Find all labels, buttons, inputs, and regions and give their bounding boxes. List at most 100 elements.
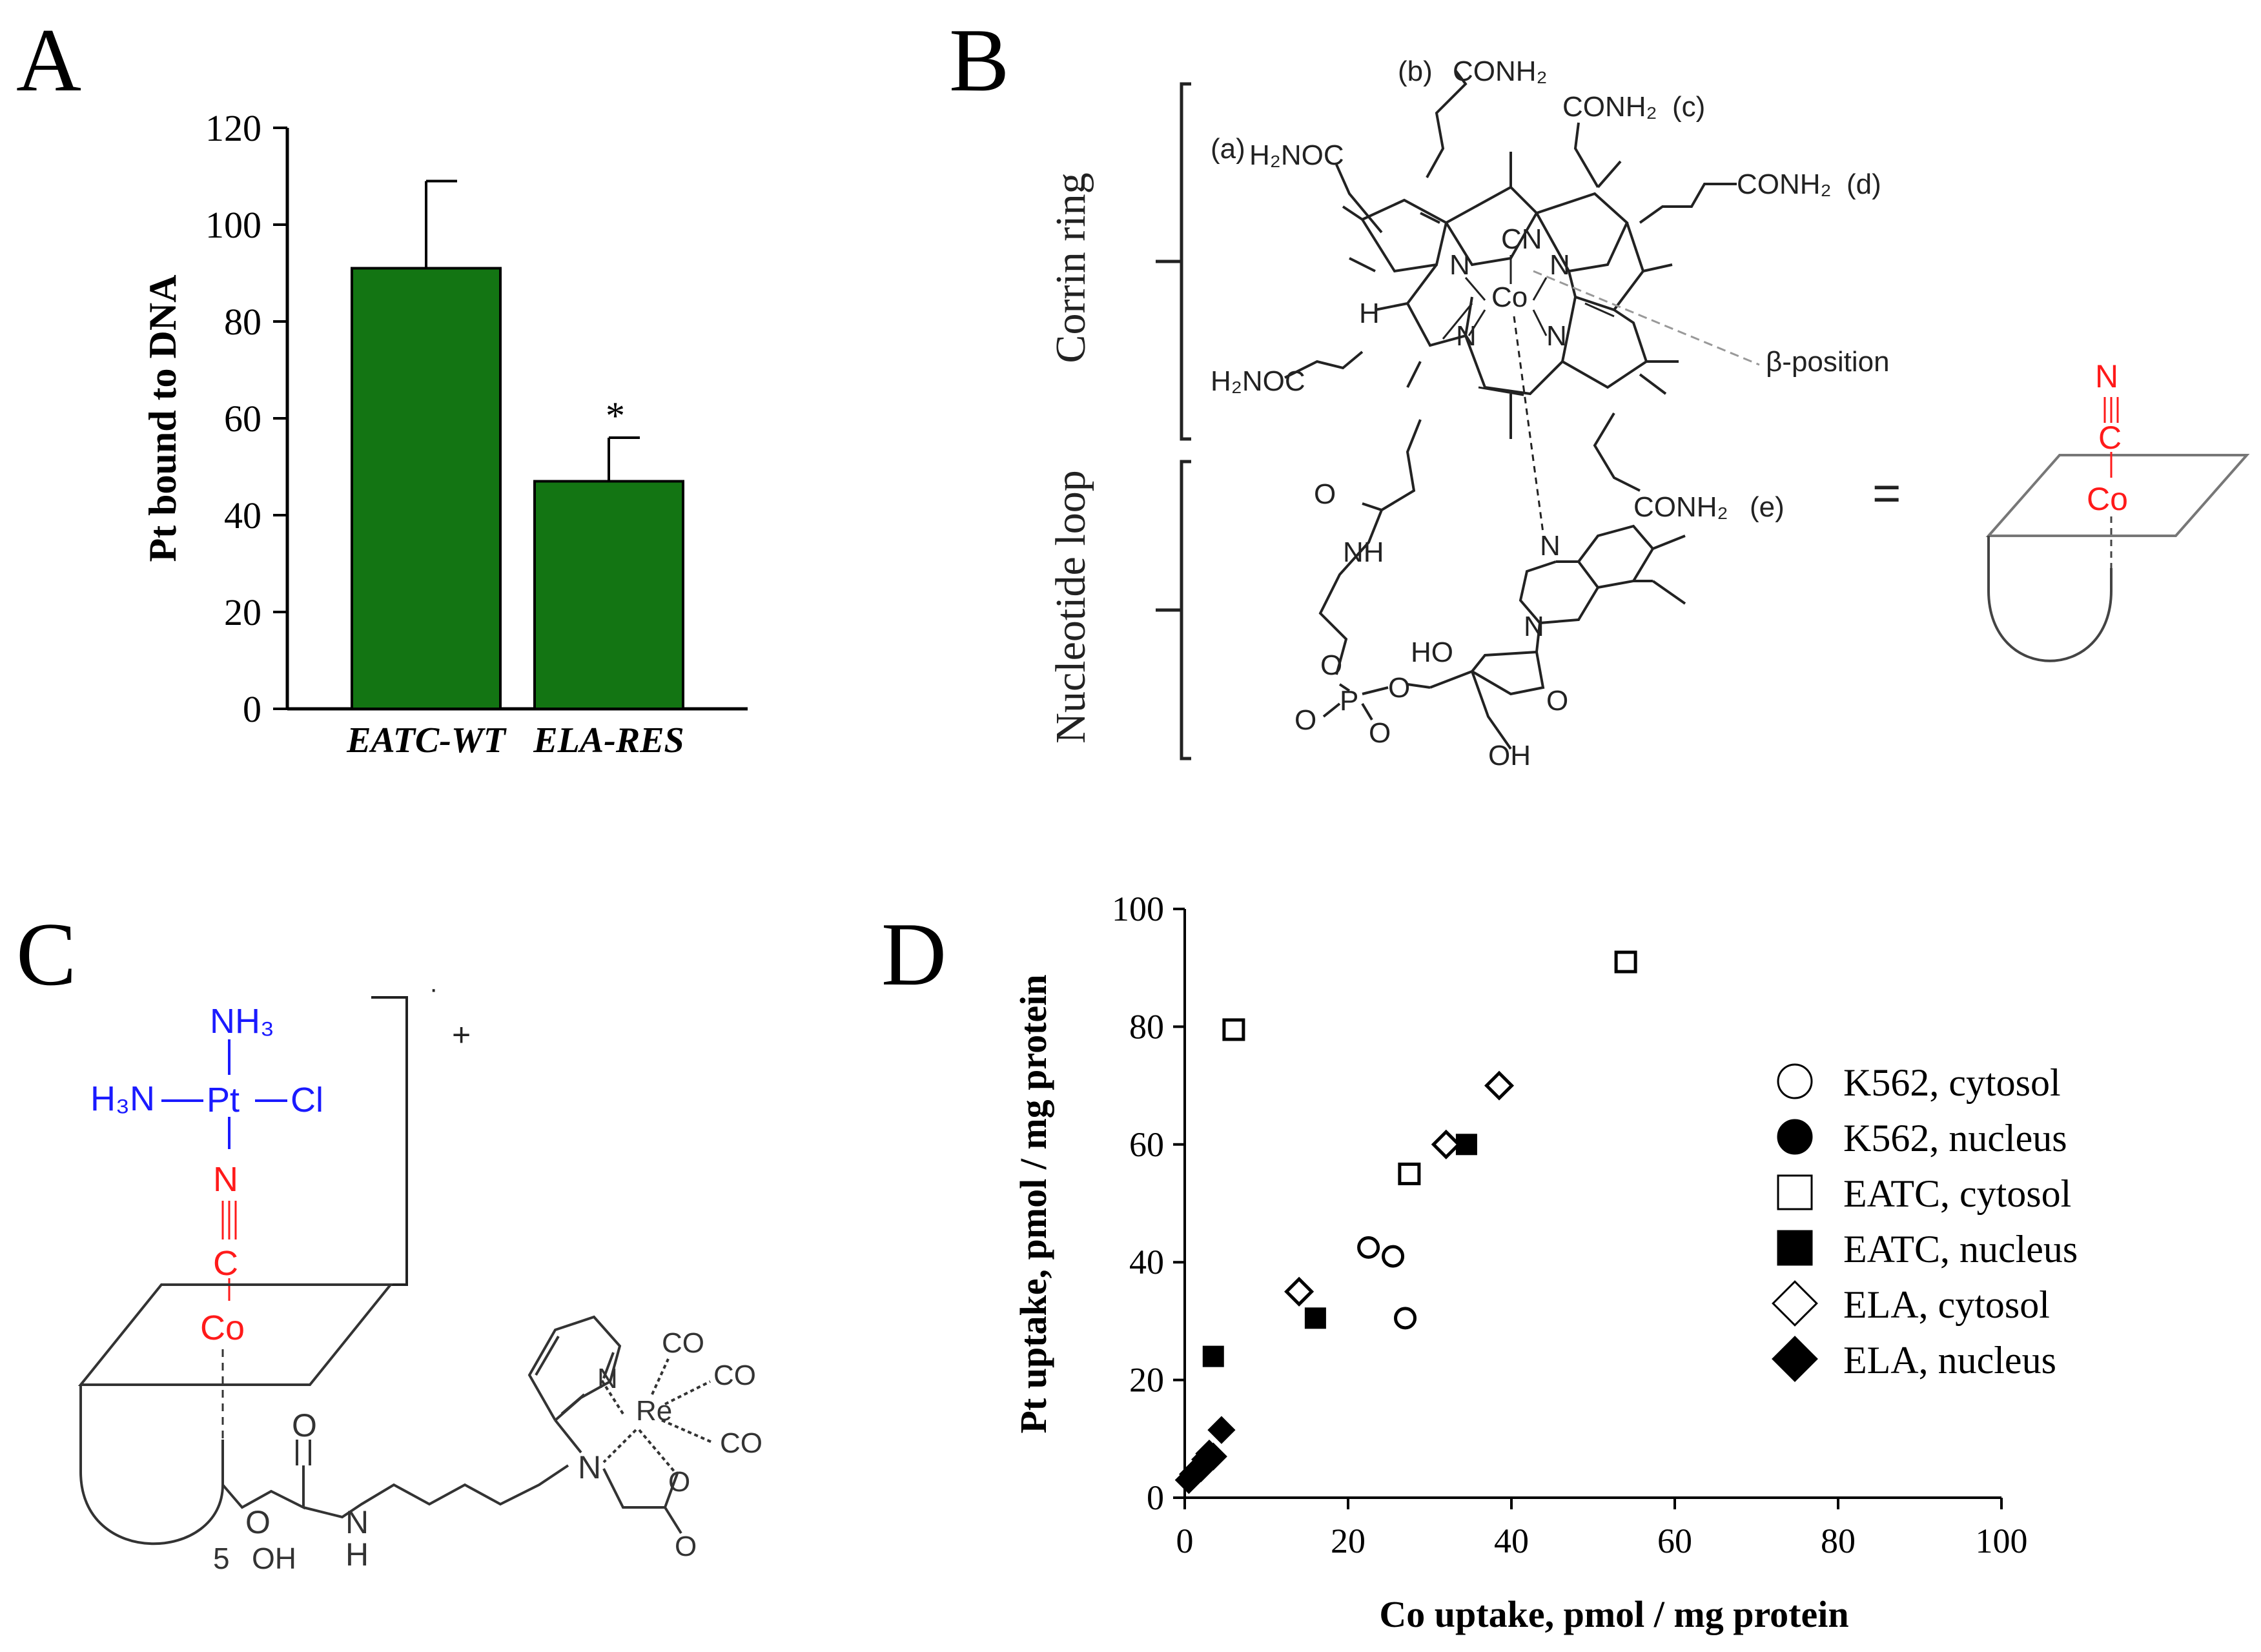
x-tick-label: 60 [1657,1522,1692,1560]
cn-ligand: CN [1501,223,1542,255]
nh3-label: NH₃ [210,1002,274,1041]
x-tick-label: 100 [1976,1522,2028,1560]
schematic-co: Co [2087,481,2128,517]
corrin-n-4: N [1546,320,1567,352]
charge-plus: + [452,1017,471,1053]
linker-n: N [345,1504,369,1540]
bar-ela-res [533,480,684,710]
bar-eatc-wt [351,267,502,710]
x-tick-label: EATC-WT [346,720,507,760]
panel-label-a: A [16,10,81,110]
point-ela-cytosol [1431,1129,1461,1159]
label-b: (b) [1398,56,1433,87]
cobalt-atom: Co [1491,281,1528,313]
carboxylate-o-2: O [675,1531,697,1562]
y-tick-label: 60 [224,398,261,440]
amide-nh: NH [1343,536,1384,568]
panel-label-c: C [16,904,76,1004]
chain-c [1573,122,1599,189]
y-ticks: 0 20 40 60 80 100 120 [205,107,287,730]
panel-label-b: B [949,10,1009,110]
point-k562-cytosol [1382,1245,1405,1268]
x-tick-label: 80 [1821,1522,1856,1560]
y-axis-label: Pt bound to DNA [141,274,184,562]
corrin-n-1: N [1449,249,1470,281]
legend-marker [1777,1230,1813,1266]
y-tick-label: 0 [1147,1478,1164,1517]
h2noc-left: H₂NOC [1211,365,1305,397]
amine-arms [554,1419,682,1535]
schematic-plane [1985,454,2250,537]
x-tick-label: 0 [1176,1522,1194,1560]
nitrile-n: N [213,1160,238,1199]
h3n-label: H₃N [90,1079,155,1118]
corrin-n-3: N [1456,320,1477,352]
y-tick-label: 120 [205,107,261,149]
benz-n-2: N [1524,611,1544,642]
five-oh: OH [252,1542,296,1575]
ticks: 0 20 40 60 80 100 0 20 40 60 80 100 [1112,890,2028,1560]
linker-o-1: O [245,1504,271,1540]
triple-bond [221,1201,237,1239]
legend-label: K562, cytosol [1843,1061,2061,1104]
y-tick-label: 80 [224,301,261,343]
corrin-bracket [1156,82,1191,441]
y-tick-label: 100 [205,204,261,246]
methyl-groups [1342,152,1679,439]
point-eatc-cytosol [1398,1162,1421,1185]
legend-marker [1777,1174,1813,1210]
benzimidazole [1519,524,1686,653]
legend-label: EATC, nucleus [1843,1228,2078,1270]
legend: K562, cytosol K562, nucleus EATC, cytosol E… [1772,1061,2078,1382]
nitrile-c: C [213,1244,238,1283]
nucleotide-chain [1318,419,1422,675]
chain-a [1335,164,1383,234]
legend-marker [1777,1119,1813,1155]
phosphate-o-2: O [1369,717,1391,749]
nucleotide-loop-label: Nucleotide loop [1047,470,1094,743]
legend-label: EATC, cytosol [1843,1172,2071,1215]
beta-pointer [1533,270,1760,366]
h2noc-a: H₂NOC [1249,139,1344,171]
corrin-n-2: N [1550,249,1570,281]
y-tick-label: 100 [1112,890,1164,928]
ribose-ho: HO [1411,637,1453,668]
chain-e [1593,412,1641,492]
schematic-triple-bond [2103,397,2119,423]
legend-label: K562, nucleus [1843,1117,2067,1159]
y-tick-label: 60 [1129,1125,1164,1164]
amine-n: N [578,1449,601,1485]
charge-dot: · [429,975,438,1003]
schematic-n: N [2095,358,2118,394]
legend-label: ELA, cytosol [1843,1283,2050,1326]
equals-sign: = [1872,466,1901,521]
legend-marker [1772,1280,1818,1327]
conjugate-structure: NH₃ H₃N Pt Cl N C Co + · O O N H 5 OH N … [77,975,762,1575]
y-tick-label: 40 [1129,1243,1164,1281]
conh2-d: CONH₂ [1737,168,1832,200]
point-ela-cytosol [1484,1070,1515,1101]
pyridine-ring [527,1315,622,1422]
chain-b [1426,70,1468,178]
x-tick-label: 20 [1331,1522,1366,1560]
y-tick-label: 40 [224,495,261,536]
h-atom: H [1359,298,1380,329]
schematic-loop [1987,536,2113,662]
label-e: (e) [1750,491,1785,523]
y-axis-label: Pt uptake, pmol / mg protein [1012,974,1054,1433]
label-a: (a) [1211,133,1245,165]
conh2-c: CONH₂ [1562,91,1657,123]
beta-position-label: β-position [1766,346,1890,378]
chain-d [1639,183,1737,224]
cobalamin-plane [77,1283,394,1386]
y-tick-label: 0 [243,688,261,730]
y-tick-label: 20 [224,591,261,633]
x-tick-label: 40 [1494,1522,1529,1560]
x-tick-label: ELA-RES [533,720,684,760]
chloride: Cl [291,1081,323,1119]
cobalt-atom: Co [200,1309,245,1347]
carbonyl-2: CO [713,1360,756,1391]
rhenium-atom: Re [636,1395,672,1427]
point-eatc-nucleus [1304,1307,1326,1329]
